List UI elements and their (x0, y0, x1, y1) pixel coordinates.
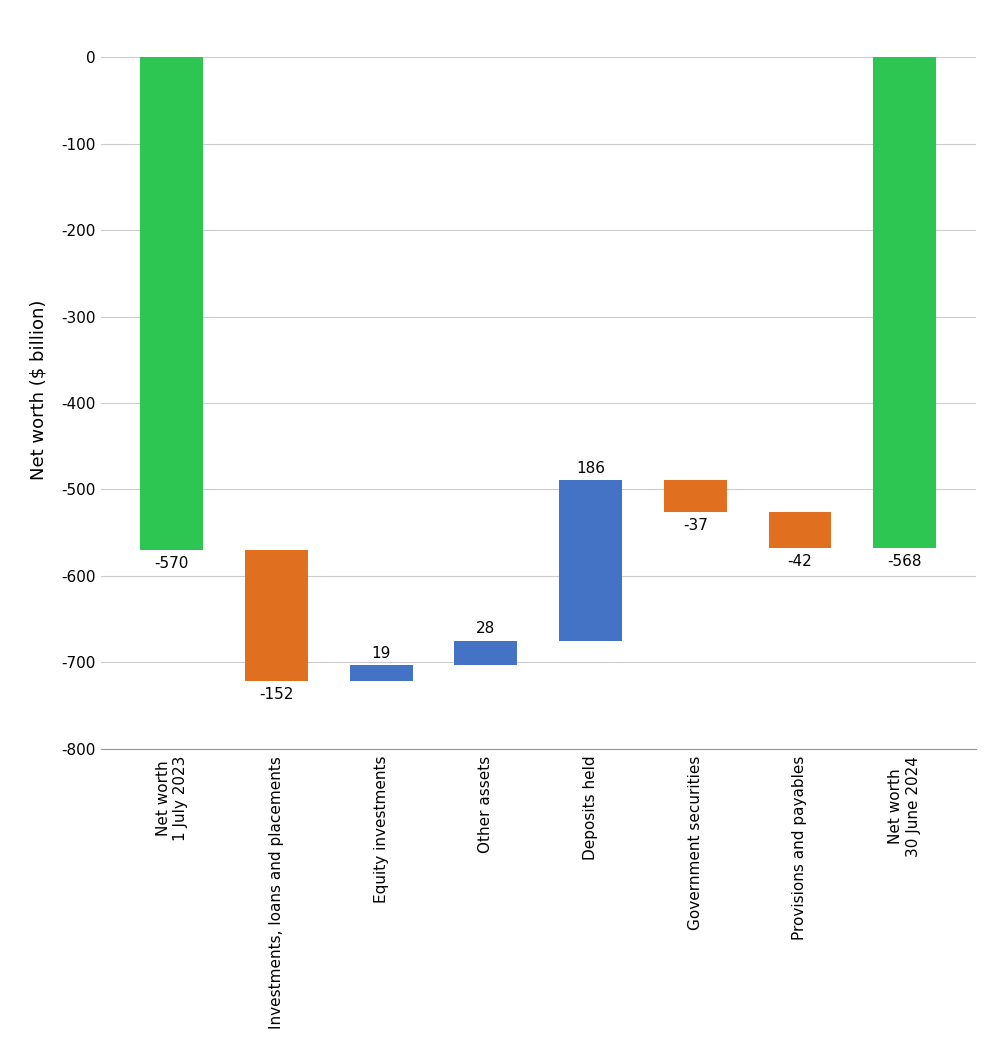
Text: -570: -570 (155, 556, 189, 571)
Bar (141, 57, 203, 550)
Text: 186: 186 (576, 461, 605, 475)
Bar (245, 550, 308, 681)
Text: -152: -152 (260, 687, 294, 702)
Bar (664, 479, 726, 512)
Text: -568: -568 (887, 554, 921, 569)
Text: 19: 19 (371, 646, 391, 660)
Bar (769, 512, 831, 548)
Bar (350, 665, 412, 681)
Y-axis label: Net worth ($ billion): Net worth ($ billion) (29, 300, 47, 480)
Text: -42: -42 (788, 554, 812, 569)
Bar (873, 57, 936, 548)
Text: -37: -37 (683, 518, 707, 532)
Bar (455, 641, 517, 665)
Text: 28: 28 (476, 622, 496, 636)
Bar (559, 479, 622, 641)
